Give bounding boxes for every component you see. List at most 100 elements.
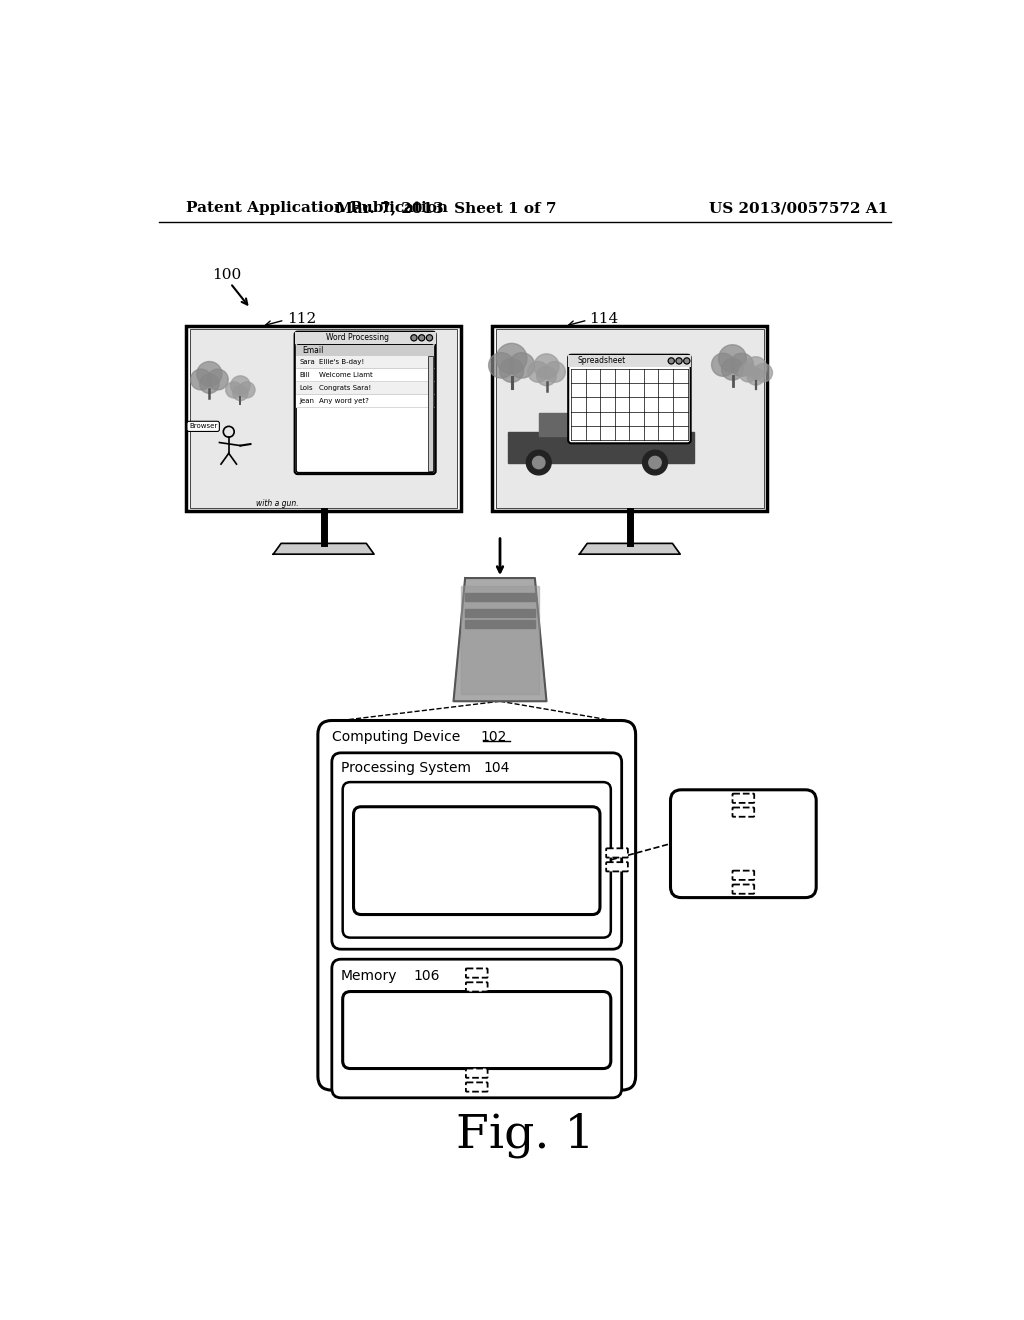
FancyBboxPatch shape	[343, 781, 611, 937]
Bar	[296, 345, 434, 355]
Text: Processing System: Processing System	[341, 762, 471, 775]
Text: Browser: Browser	[189, 424, 217, 429]
FancyBboxPatch shape	[732, 793, 755, 803]
Polygon shape	[465, 620, 535, 628]
Bar	[186, 326, 461, 511]
FancyBboxPatch shape	[353, 807, 600, 915]
Circle shape	[534, 354, 559, 379]
Circle shape	[411, 335, 417, 341]
FancyBboxPatch shape	[732, 808, 755, 817]
FancyBboxPatch shape	[732, 884, 755, 894]
Circle shape	[719, 345, 746, 372]
Circle shape	[497, 343, 527, 374]
Text: Bill: Bill	[299, 372, 310, 378]
Text: Ellie's B-day!: Ellie's B-day!	[319, 359, 365, 364]
Bar	[493, 326, 767, 511]
Circle shape	[744, 356, 767, 379]
Bar	[296, 381, 434, 395]
Circle shape	[722, 359, 743, 380]
Polygon shape	[465, 609, 535, 616]
Circle shape	[230, 376, 250, 395]
Circle shape	[527, 362, 549, 383]
Text: Patent Application Publication: Patent Application Publication	[186, 202, 449, 215]
FancyBboxPatch shape	[606, 862, 628, 871]
Text: 106: 106	[414, 969, 439, 983]
Circle shape	[197, 362, 222, 387]
FancyBboxPatch shape	[332, 752, 622, 949]
Polygon shape	[273, 544, 374, 554]
Bar	[428, 355, 433, 471]
Bar	[496, 330, 764, 508]
Circle shape	[684, 358, 690, 364]
Text: Fig. 1: Fig. 1	[456, 1111, 594, 1158]
Text: 102: 102	[480, 730, 507, 744]
Circle shape	[225, 381, 242, 397]
FancyBboxPatch shape	[343, 991, 611, 1069]
Text: Any word yet?: Any word yet?	[319, 397, 370, 404]
Bar	[568, 355, 690, 367]
Circle shape	[200, 374, 219, 393]
FancyBboxPatch shape	[466, 1082, 487, 1092]
Text: Module 116: Module 116	[432, 854, 521, 870]
Text: 108: 108	[487, 789, 514, 803]
Text: Computing Device: Computing Device	[332, 730, 460, 744]
Text: Taskbars 118: Taskbars 118	[693, 836, 794, 851]
Bar	[296, 395, 434, 408]
Polygon shape	[465, 594, 535, 601]
FancyBboxPatch shape	[466, 969, 487, 978]
Circle shape	[730, 354, 754, 376]
Text: with a gun.: with a gun.	[256, 499, 299, 508]
Circle shape	[232, 385, 248, 401]
Circle shape	[712, 354, 735, 376]
Text: Email: Email	[302, 346, 324, 355]
Text: Congrats Sara!: Congrats Sara!	[319, 385, 372, 391]
Circle shape	[669, 358, 675, 364]
Text: 104: 104	[483, 762, 510, 775]
Circle shape	[426, 335, 432, 341]
Polygon shape	[508, 432, 693, 462]
Text: Memory: Memory	[341, 969, 397, 983]
Bar	[296, 368, 434, 381]
Text: Mar. 7, 2013  Sheet 1 of 7: Mar. 7, 2013 Sheet 1 of 7	[336, 202, 556, 215]
Circle shape	[545, 362, 565, 383]
Circle shape	[754, 363, 772, 381]
Circle shape	[509, 352, 535, 378]
Bar	[190, 330, 458, 508]
Bar	[296, 355, 434, 368]
Circle shape	[488, 352, 514, 378]
Circle shape	[500, 359, 523, 383]
Circle shape	[739, 363, 758, 381]
Text: Word Processing: Word Processing	[326, 334, 389, 342]
Circle shape	[207, 370, 228, 389]
Polygon shape	[461, 586, 539, 693]
Bar	[295, 331, 435, 345]
FancyBboxPatch shape	[332, 960, 622, 1098]
Circle shape	[532, 457, 545, 469]
Text: US 2013/0057572 A1: US 2013/0057572 A1	[710, 202, 889, 215]
FancyBboxPatch shape	[606, 849, 628, 858]
Text: 114: 114	[589, 312, 618, 326]
Polygon shape	[454, 578, 547, 701]
FancyBboxPatch shape	[732, 871, 755, 880]
Text: Jean: Jean	[299, 397, 314, 404]
FancyBboxPatch shape	[671, 789, 816, 898]
FancyBboxPatch shape	[466, 1069, 487, 1077]
FancyBboxPatch shape	[295, 331, 435, 474]
Text: 112: 112	[287, 312, 316, 326]
Text: Operating System: Operating System	[352, 789, 477, 803]
Polygon shape	[580, 544, 680, 554]
Text: Applications 110: Applications 110	[413, 1023, 541, 1038]
Text: 100: 100	[212, 268, 241, 282]
Circle shape	[190, 370, 212, 389]
Polygon shape	[539, 412, 655, 436]
Circle shape	[649, 457, 662, 469]
Text: Sara: Sara	[299, 359, 315, 364]
Text: User Experience: User Experience	[414, 838, 540, 853]
Circle shape	[239, 381, 255, 397]
Circle shape	[526, 450, 551, 475]
Text: Welcome Liamt: Welcome Liamt	[319, 372, 373, 378]
Circle shape	[537, 367, 556, 385]
FancyBboxPatch shape	[466, 982, 487, 991]
Text: Lois: Lois	[299, 385, 313, 391]
FancyBboxPatch shape	[568, 355, 690, 444]
